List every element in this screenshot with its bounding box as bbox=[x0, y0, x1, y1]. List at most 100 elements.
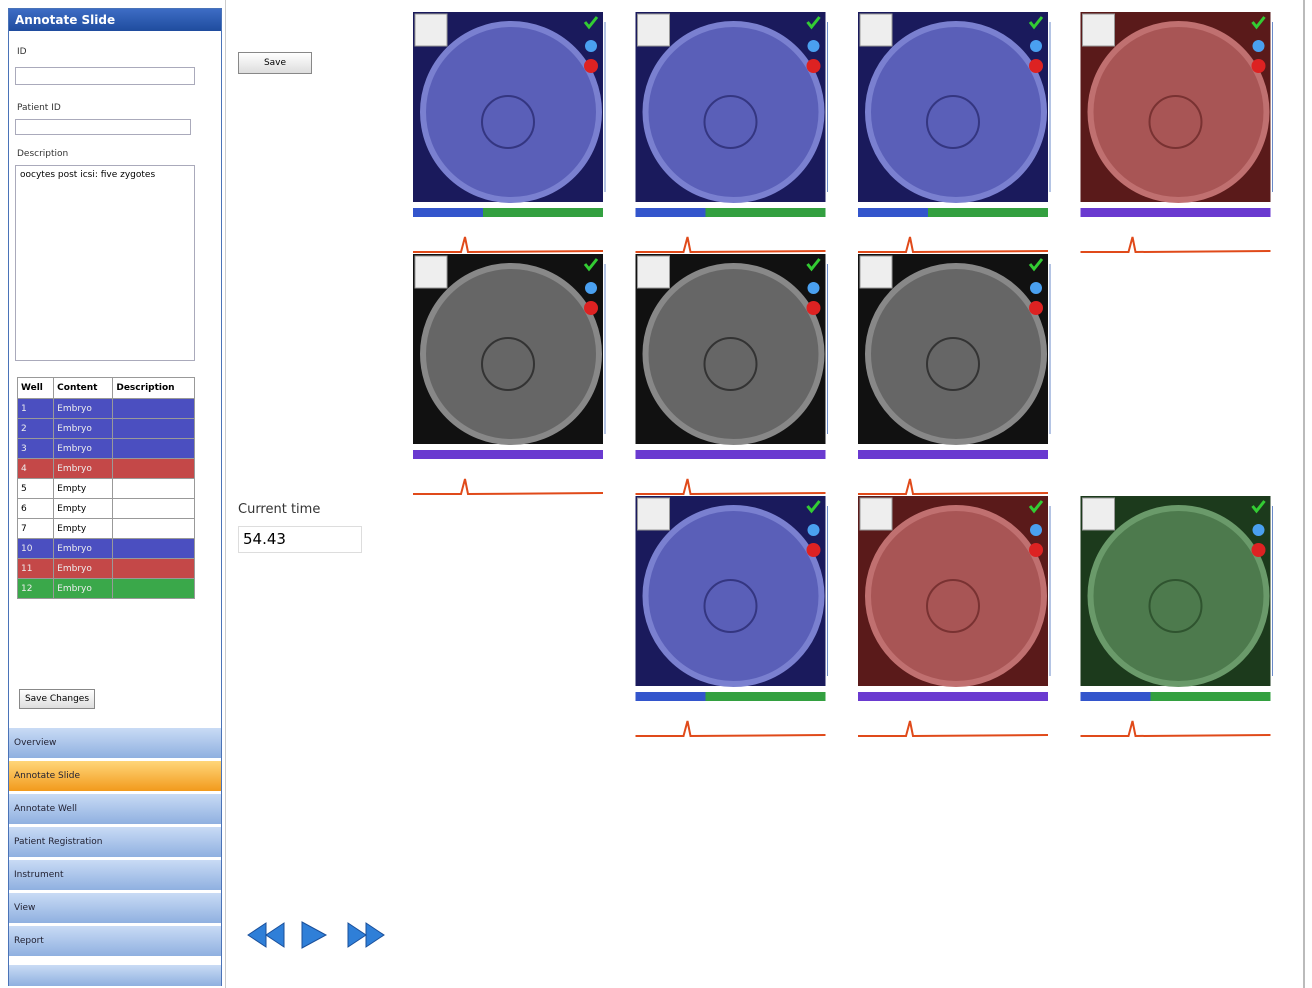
star-icon bbox=[585, 282, 597, 294]
activity-trace bbox=[636, 237, 826, 252]
nav-footer bbox=[9, 964, 221, 986]
star-icon bbox=[1030, 282, 1042, 294]
patient-input[interactable] bbox=[15, 119, 191, 135]
table-cell: 6 bbox=[18, 499, 54, 519]
stop-icon bbox=[584, 59, 598, 73]
timeline-bar bbox=[706, 208, 826, 217]
table-cell: Embryo bbox=[54, 439, 113, 459]
id-select[interactable] bbox=[15, 67, 195, 85]
save-changes-button[interactable]: Save Changes bbox=[19, 689, 95, 709]
table-cell: Empty bbox=[54, 499, 113, 519]
timeline-bar bbox=[483, 208, 603, 217]
timeline-bar bbox=[858, 450, 1048, 459]
table-cell bbox=[113, 499, 195, 519]
nav-item[interactable]: Instrument bbox=[9, 859, 221, 890]
nav-item[interactable]: Report bbox=[9, 925, 221, 956]
embryo bbox=[868, 508, 1044, 684]
star-icon bbox=[808, 40, 820, 52]
timeline-bar bbox=[1151, 692, 1271, 701]
timeline-bar bbox=[636, 208, 706, 217]
main-area: Save Current time 54.43 bbox=[225, 0, 1305, 988]
table-cell: 4 bbox=[18, 459, 54, 479]
timeline-bar bbox=[858, 692, 1048, 701]
table-cell: Embryo bbox=[54, 579, 113, 599]
activity-trace bbox=[1081, 721, 1271, 736]
thumb-icon bbox=[1083, 498, 1115, 530]
play-button[interactable] bbox=[302, 922, 326, 948]
table-cell bbox=[113, 539, 195, 559]
embryo bbox=[646, 24, 822, 200]
table-cell bbox=[113, 579, 195, 599]
timeline-bar bbox=[413, 208, 483, 217]
embryo bbox=[423, 266, 599, 442]
embryo bbox=[423, 24, 599, 200]
thumb-icon bbox=[415, 256, 447, 288]
thumb-icon bbox=[860, 498, 892, 530]
stop-icon bbox=[1029, 543, 1043, 557]
thumb-icon bbox=[638, 498, 670, 530]
stop-icon bbox=[1252, 543, 1266, 557]
thumb-icon bbox=[638, 256, 670, 288]
table-cell bbox=[113, 459, 195, 479]
nav-item[interactable]: Overview bbox=[9, 727, 221, 758]
activity-trace bbox=[413, 479, 603, 494]
table-row: 1Embryo bbox=[18, 399, 195, 419]
embryo bbox=[646, 508, 822, 684]
star-icon bbox=[585, 40, 597, 52]
table-cell: 5 bbox=[18, 479, 54, 499]
stop-icon bbox=[1029, 301, 1043, 315]
table-cell bbox=[113, 419, 195, 439]
app: Annotate Slide ID Patient ID Description… bbox=[0, 0, 1312, 988]
timeline-bar bbox=[1081, 692, 1151, 701]
embryo bbox=[1091, 24, 1267, 200]
table-cell bbox=[113, 559, 195, 579]
patient-label: Patient ID bbox=[17, 103, 61, 113]
timeline-bar bbox=[858, 208, 928, 217]
stop-icon bbox=[807, 543, 821, 557]
well-table: WellContentDescription1Embryo2Embryo3Emb… bbox=[17, 377, 195, 599]
activity-trace bbox=[636, 479, 826, 494]
table-cell: 1 bbox=[18, 399, 54, 419]
forward-button[interactable] bbox=[348, 923, 384, 947]
embryo bbox=[1091, 508, 1267, 684]
table-cell: Embryo bbox=[54, 559, 113, 579]
timeline-bar bbox=[413, 450, 603, 459]
table-cell: Embryo bbox=[54, 539, 113, 559]
timeline-bar bbox=[636, 692, 706, 701]
activity-trace bbox=[858, 237, 1048, 252]
embryo bbox=[646, 266, 822, 442]
header-cell: Content bbox=[54, 378, 113, 399]
header-cell: Well bbox=[18, 378, 54, 399]
timeline-bar bbox=[636, 450, 826, 459]
nav-item[interactable]: Annotate Slide bbox=[9, 760, 221, 791]
star-icon bbox=[1030, 40, 1042, 52]
description-label: Description bbox=[17, 149, 68, 159]
star-icon bbox=[1253, 524, 1265, 536]
well-grid bbox=[226, 0, 1302, 988]
nav-item[interactable]: Annotate Well bbox=[9, 793, 221, 824]
table-cell: 2 bbox=[18, 419, 54, 439]
activity-trace bbox=[858, 721, 1048, 736]
panel-title: Annotate Slide bbox=[9, 9, 221, 31]
activity-trace bbox=[636, 721, 826, 736]
timeline-bar bbox=[706, 692, 826, 701]
table-cell: Empty bbox=[54, 519, 113, 539]
table-cell: 7 bbox=[18, 519, 54, 539]
description-input[interactable]: oocytes post icsi: five zygotes bbox=[15, 165, 195, 361]
nav-item[interactable]: Patient Registration bbox=[9, 826, 221, 857]
stop-icon bbox=[807, 301, 821, 315]
thumb-icon bbox=[860, 14, 892, 46]
timeline-bar bbox=[928, 208, 1048, 217]
rewind-button[interactable] bbox=[248, 923, 284, 947]
nav-item[interactable]: View bbox=[9, 892, 221, 923]
star-icon bbox=[808, 524, 820, 536]
activity-trace bbox=[858, 479, 1048, 494]
star-icon bbox=[1253, 40, 1265, 52]
stop-icon bbox=[1029, 59, 1043, 73]
star-icon bbox=[1030, 524, 1042, 536]
